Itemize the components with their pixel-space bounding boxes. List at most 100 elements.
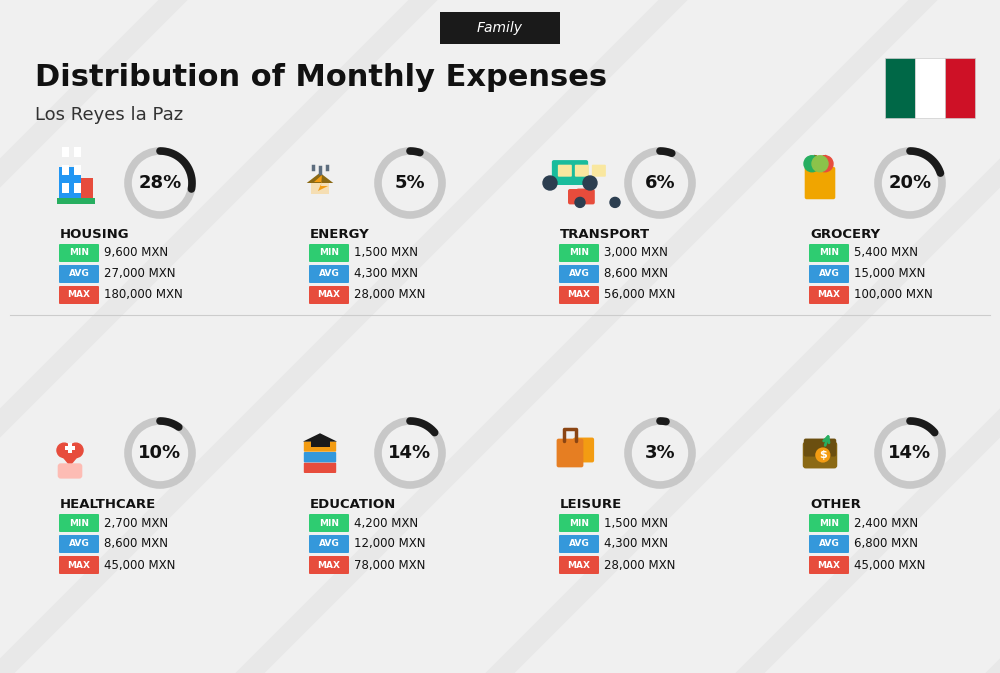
FancyBboxPatch shape xyxy=(559,535,599,553)
FancyBboxPatch shape xyxy=(74,147,81,157)
Text: MIN: MIN xyxy=(319,518,339,528)
FancyBboxPatch shape xyxy=(74,165,81,175)
Text: 9,600 MXN: 9,600 MXN xyxy=(104,246,168,260)
FancyBboxPatch shape xyxy=(559,265,599,283)
Text: 28,000 MXN: 28,000 MXN xyxy=(354,289,425,302)
FancyBboxPatch shape xyxy=(59,535,99,553)
Text: 5,400 MXN: 5,400 MXN xyxy=(854,246,918,260)
Text: 78,000 MXN: 78,000 MXN xyxy=(354,559,425,571)
FancyBboxPatch shape xyxy=(552,160,588,185)
Circle shape xyxy=(815,448,830,462)
FancyBboxPatch shape xyxy=(59,556,99,574)
Text: 6,800 MXN: 6,800 MXN xyxy=(854,538,918,551)
Polygon shape xyxy=(303,433,337,441)
Text: MIN: MIN xyxy=(69,248,89,258)
FancyBboxPatch shape xyxy=(575,165,589,177)
Text: AVG: AVG xyxy=(569,540,589,548)
Text: MAX: MAX xyxy=(68,561,90,569)
Text: 3%: 3% xyxy=(645,444,675,462)
Text: Los Reyes la Paz: Los Reyes la Paz xyxy=(35,106,183,124)
FancyBboxPatch shape xyxy=(58,463,82,479)
FancyBboxPatch shape xyxy=(304,452,336,462)
FancyBboxPatch shape xyxy=(809,244,849,262)
Text: 8,600 MXN: 8,600 MXN xyxy=(104,538,168,551)
Text: 2,400 MXN: 2,400 MXN xyxy=(854,516,918,530)
FancyBboxPatch shape xyxy=(558,165,572,177)
Text: 14%: 14% xyxy=(388,444,432,462)
Text: AVG: AVG xyxy=(819,540,839,548)
Circle shape xyxy=(69,443,83,458)
Text: MIN: MIN xyxy=(819,248,839,258)
Text: GROCERY: GROCERY xyxy=(810,229,880,242)
FancyBboxPatch shape xyxy=(57,198,95,204)
Polygon shape xyxy=(307,173,333,183)
Text: ENERGY: ENERGY xyxy=(310,229,370,242)
FancyBboxPatch shape xyxy=(309,244,349,262)
Text: 5%: 5% xyxy=(395,174,425,192)
Text: MIN: MIN xyxy=(69,518,89,528)
FancyBboxPatch shape xyxy=(59,244,99,262)
Text: MIN: MIN xyxy=(819,518,839,528)
Text: MAX: MAX xyxy=(318,561,340,569)
Text: AVG: AVG xyxy=(69,540,89,548)
FancyBboxPatch shape xyxy=(309,265,349,283)
FancyBboxPatch shape xyxy=(309,535,349,553)
Text: 1,500 MXN: 1,500 MXN xyxy=(604,516,668,530)
FancyBboxPatch shape xyxy=(559,286,599,304)
FancyBboxPatch shape xyxy=(805,167,835,199)
Text: 4,300 MXN: 4,300 MXN xyxy=(604,538,668,551)
Circle shape xyxy=(817,155,833,172)
FancyBboxPatch shape xyxy=(809,535,849,553)
Text: TRANSPORT: TRANSPORT xyxy=(560,229,650,242)
Text: 12,000 MXN: 12,000 MXN xyxy=(354,538,426,551)
Text: 8,600 MXN: 8,600 MXN xyxy=(604,267,668,281)
Circle shape xyxy=(57,443,71,458)
Polygon shape xyxy=(314,175,328,191)
Text: 2,700 MXN: 2,700 MXN xyxy=(104,516,168,530)
Text: 27,000 MXN: 27,000 MXN xyxy=(104,267,176,281)
Text: $: $ xyxy=(819,450,827,460)
Text: 4,200 MXN: 4,200 MXN xyxy=(354,516,418,530)
Text: MAX: MAX xyxy=(318,291,340,299)
Text: MAX: MAX xyxy=(568,561,590,569)
FancyBboxPatch shape xyxy=(803,441,837,468)
Circle shape xyxy=(583,176,597,190)
Circle shape xyxy=(543,176,557,190)
Circle shape xyxy=(575,197,585,207)
FancyBboxPatch shape xyxy=(59,514,99,532)
Text: MAX: MAX xyxy=(68,291,90,299)
FancyBboxPatch shape xyxy=(79,178,93,199)
FancyBboxPatch shape xyxy=(945,58,975,118)
Polygon shape xyxy=(57,450,83,466)
Text: 15,000 MXN: 15,000 MXN xyxy=(854,267,925,281)
FancyBboxPatch shape xyxy=(68,443,72,454)
FancyBboxPatch shape xyxy=(809,556,849,574)
Text: 100,000 MXN: 100,000 MXN xyxy=(854,289,933,302)
Text: AVG: AVG xyxy=(569,269,589,279)
Circle shape xyxy=(610,197,620,207)
FancyBboxPatch shape xyxy=(577,188,586,197)
FancyBboxPatch shape xyxy=(557,439,583,467)
Text: MIN: MIN xyxy=(319,248,339,258)
FancyBboxPatch shape xyxy=(592,165,606,177)
FancyBboxPatch shape xyxy=(309,556,349,574)
FancyBboxPatch shape xyxy=(440,12,560,44)
FancyBboxPatch shape xyxy=(809,286,849,304)
FancyBboxPatch shape xyxy=(559,244,599,262)
Text: 28%: 28% xyxy=(138,174,182,192)
Text: HOUSING: HOUSING xyxy=(60,229,130,242)
Text: 56,000 MXN: 56,000 MXN xyxy=(604,289,675,302)
Text: AVG: AVG xyxy=(319,540,339,548)
FancyBboxPatch shape xyxy=(573,437,594,462)
Circle shape xyxy=(804,155,820,172)
Text: AVG: AVG xyxy=(319,269,339,279)
FancyBboxPatch shape xyxy=(309,286,349,304)
Text: MIN: MIN xyxy=(569,248,589,258)
FancyBboxPatch shape xyxy=(65,446,75,450)
FancyBboxPatch shape xyxy=(310,440,330,448)
Text: 4,300 MXN: 4,300 MXN xyxy=(354,267,418,281)
Text: Family: Family xyxy=(477,21,523,35)
FancyBboxPatch shape xyxy=(59,286,99,304)
Text: OTHER: OTHER xyxy=(810,499,861,511)
FancyBboxPatch shape xyxy=(74,183,81,193)
